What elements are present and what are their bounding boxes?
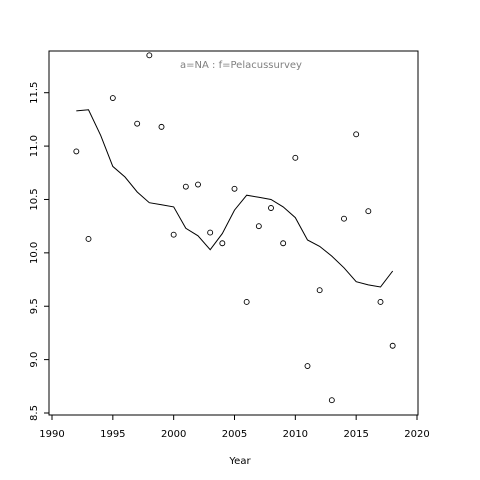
data-point	[146, 52, 153, 59]
y-tick-label: 11.5	[29, 82, 40, 104]
y-axis: 8.5 9.0 9.5 10.0 10.5 11.0 11.5	[29, 82, 49, 421]
data-points	[73, 52, 396, 404]
y-tick-label: 8.5	[29, 405, 40, 421]
x-tick-label: 1990	[39, 429, 64, 440]
plot-frame	[48, 50, 419, 416]
data-point	[365, 208, 372, 215]
data-point	[219, 240, 226, 247]
data-point	[316, 287, 323, 294]
data-point	[353, 131, 360, 138]
x-axis: 1990 1995 2000 2005 2010 2015 2020	[39, 415, 430, 440]
data-point	[304, 363, 311, 369]
data-point	[280, 240, 287, 247]
x-tick-label: 2005	[222, 429, 247, 440]
y-tick-label: 11.0	[29, 135, 40, 157]
y-tick-label: 10.0	[29, 242, 40, 264]
data-point	[207, 229, 214, 236]
x-tick-label: 2020	[404, 429, 429, 440]
data-point	[73, 148, 80, 155]
data-point	[109, 95, 116, 101]
data-point	[389, 342, 396, 349]
y-tick-label: 9.5	[29, 298, 40, 314]
data-point	[292, 154, 299, 161]
data-point	[85, 236, 92, 242]
data-point	[341, 215, 347, 222]
y-tick-label: 10.5	[29, 188, 40, 210]
data-point	[195, 181, 201, 188]
data-point	[268, 205, 274, 211]
data-point	[170, 231, 177, 238]
x-tick-label: 2015	[343, 429, 368, 440]
data-point	[231, 185, 238, 192]
data-point	[182, 183, 189, 190]
y-tick-label: 9.0	[29, 352, 40, 368]
x-tick-label: 2000	[161, 429, 186, 440]
trend-line	[76, 109, 394, 288]
x-tick-label: 1995	[100, 429, 125, 440]
data-point	[158, 123, 165, 130]
data-point	[377, 299, 384, 305]
data-point	[255, 223, 262, 230]
x-axis-title: Year	[228, 456, 251, 467]
data-point	[243, 299, 250, 305]
data-point	[328, 397, 335, 404]
x-tick-label: 2010	[283, 429, 308, 440]
data-point	[134, 120, 141, 127]
chart-annotation: a=NA : f=Pelacussurvey	[180, 60, 302, 71]
